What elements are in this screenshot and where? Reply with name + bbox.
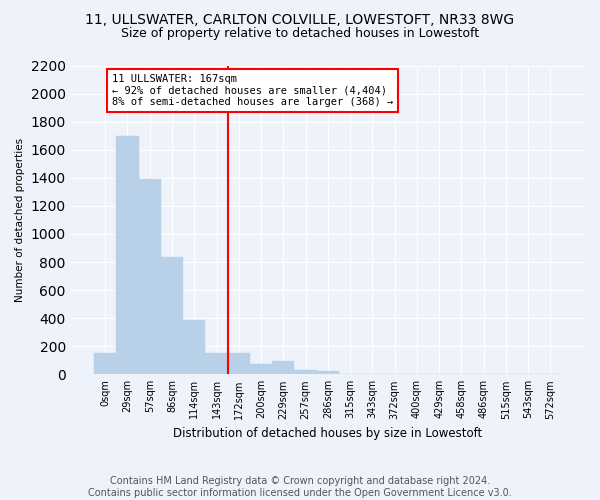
Bar [116, 136, 139, 374]
Bar [317, 371, 339, 374]
Bar [227, 352, 250, 374]
Bar [183, 320, 205, 374]
Bar [272, 361, 295, 374]
Bar [139, 179, 161, 374]
Text: 11, ULLSWATER, CARLTON COLVILLE, LOWESTOFT, NR33 8WG: 11, ULLSWATER, CARLTON COLVILLE, LOWESTO… [85, 12, 515, 26]
Bar [295, 370, 317, 374]
Text: 11 ULLSWATER: 167sqm
← 92% of detached houses are smaller (4,404)
8% of semi-det: 11 ULLSWATER: 167sqm ← 92% of detached h… [112, 74, 393, 107]
Text: Contains HM Land Registry data © Crown copyright and database right 2024.
Contai: Contains HM Land Registry data © Crown c… [88, 476, 512, 498]
Bar [161, 257, 183, 374]
Bar [94, 354, 116, 374]
Y-axis label: Number of detached properties: Number of detached properties [15, 138, 25, 302]
Bar [205, 352, 227, 374]
Bar [250, 364, 272, 374]
X-axis label: Distribution of detached houses by size in Lowestoft: Distribution of detached houses by size … [173, 427, 482, 440]
Text: Size of property relative to detached houses in Lowestoft: Size of property relative to detached ho… [121, 28, 479, 40]
